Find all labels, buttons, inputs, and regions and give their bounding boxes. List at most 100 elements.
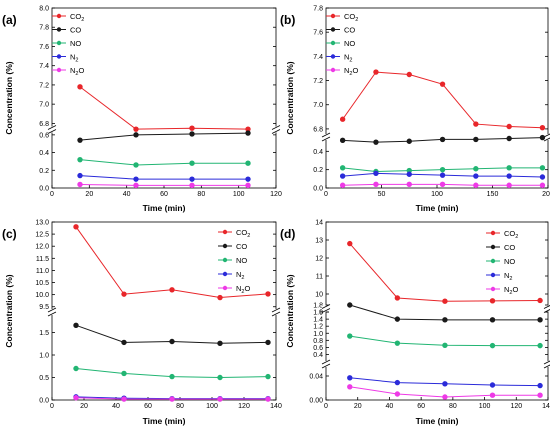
- data-point: [189, 125, 195, 131]
- legend-label: N2O: [70, 66, 84, 77]
- legend-label-subscript: 2: [75, 57, 78, 63]
- legend-entry: N2O: [52, 66, 84, 77]
- legend-entry: CO: [218, 242, 247, 251]
- legend-entry: CO: [486, 243, 515, 252]
- legend-label: N2: [344, 52, 352, 63]
- legend-swatch-marker: [490, 258, 496, 264]
- y-tick-label: 0.0: [39, 398, 49, 405]
- y-tick-label: 7.0: [313, 102, 323, 109]
- data-point: [245, 176, 251, 182]
- axis-break-mark: [47, 129, 57, 134]
- x-tick-label: 120: [510, 403, 522, 410]
- data-point: [489, 382, 496, 388]
- legend-label: CO: [236, 242, 247, 251]
- data-point: [133, 126, 139, 132]
- y-axis-label: Concentration (%): [4, 61, 14, 134]
- legend-label-subscript: 2: [515, 234, 518, 240]
- legend-label-subscript: 2: [349, 57, 352, 63]
- data-point: [189, 160, 195, 166]
- x-axis-label: Time (min): [416, 203, 459, 213]
- y-tick-label: 0.04: [309, 374, 323, 381]
- data-point: [439, 181, 446, 188]
- data-point: [394, 340, 401, 346]
- legend-label: CO: [504, 243, 515, 252]
- legend-label-base: CO: [344, 25, 355, 34]
- axis-break-gap: [322, 134, 330, 140]
- legend-label-base: NO: [236, 256, 247, 265]
- y-tick-label: 10.5: [35, 280, 49, 287]
- y-tick-label: 0.4: [39, 150, 49, 157]
- legend-label: CO2: [236, 228, 250, 239]
- legend-swatch-marker: [56, 40, 62, 46]
- data-point: [217, 396, 223, 402]
- y-tick-label: 12.5: [35, 232, 49, 239]
- data-point: [169, 338, 175, 345]
- legend-label-subscript: 2: [509, 276, 512, 282]
- legend-label-base: N: [504, 271, 509, 280]
- data-point: [265, 396, 271, 402]
- axis-break-mark: [321, 363, 331, 369]
- y-axis-label: Concentration (%): [285, 61, 295, 134]
- legend-label-base: N: [504, 285, 509, 294]
- data-point: [537, 317, 543, 323]
- legend-entry: CO2: [52, 12, 84, 23]
- chart-panel: (d) 0 20 40 60 80 100 120 140 Time (min) Concentra…: [280, 220, 550, 426]
- legend-label-subscript: 2: [81, 17, 84, 23]
- axis-break-gap: [544, 361, 550, 367]
- y-tick-label: 0.4: [313, 352, 323, 359]
- legend-label-base: CO: [236, 242, 247, 251]
- legend-label: NO: [344, 39, 355, 48]
- y-tick-label: 11.0: [36, 268, 49, 275]
- x-tick-label: 120: [270, 191, 282, 198]
- legend-entry: N2: [326, 52, 352, 63]
- axis-break-mark: [543, 364, 550, 369]
- data-point: [394, 391, 401, 397]
- legend-swatch-marker: [330, 27, 336, 32]
- data-point: [121, 370, 127, 377]
- legend-entry: N2O: [486, 285, 518, 296]
- data-point: [77, 156, 83, 163]
- axis-break-mark: [47, 125, 57, 130]
- y-tick-label: 7.6: [39, 44, 49, 51]
- x-tick-label: 0: [50, 403, 54, 410]
- data-point: [442, 298, 448, 304]
- legend-label-base: CO: [70, 12, 81, 21]
- x-tick-label: 20: [85, 191, 93, 198]
- data-point: [539, 125, 546, 131]
- panel-label: (a): [2, 13, 17, 27]
- y-tick-label: 0.6: [313, 345, 323, 352]
- legend-label: CO2: [504, 229, 518, 240]
- axis-break-mark: [271, 129, 281, 134]
- data-point: [77, 181, 83, 188]
- legend-label-base: CO: [236, 228, 247, 237]
- y-tick-label: 0.4: [313, 149, 323, 156]
- y-tick-label: 7.8: [313, 6, 323, 13]
- y-tick-label: 11: [316, 274, 323, 281]
- axis-break-gap: [322, 361, 330, 367]
- axis-break-gap: [272, 126, 280, 133]
- data-point: [77, 172, 83, 179]
- legend-swatch-marker: [56, 13, 62, 19]
- legend-entry: N2O: [218, 284, 250, 295]
- data-point: [506, 123, 512, 130]
- data-point: [169, 396, 175, 402]
- x-axis-label: Time (min): [143, 416, 186, 426]
- legend-entry: N2O: [326, 66, 358, 77]
- legend-label-subscript: 2: [241, 289, 244, 295]
- legend-swatch-marker: [490, 244, 496, 250]
- data-point: [489, 342, 496, 349]
- legend-label-base: N: [344, 66, 349, 75]
- data-point: [121, 339, 127, 346]
- data-point: [539, 134, 546, 141]
- y-tick-label: 11.5: [36, 256, 49, 263]
- data-point: [121, 291, 127, 297]
- axis-break-mark: [271, 311, 281, 317]
- data-point: [373, 170, 379, 177]
- y-tick-label: 14: [315, 220, 323, 227]
- panel-label: (b): [280, 13, 295, 27]
- axis-break-gap: [322, 305, 330, 312]
- y-tick-label: 7.8: [39, 25, 49, 32]
- data-point: [339, 137, 346, 144]
- legend-label-subscript: 2: [75, 71, 78, 77]
- legend-label: NO: [504, 257, 515, 266]
